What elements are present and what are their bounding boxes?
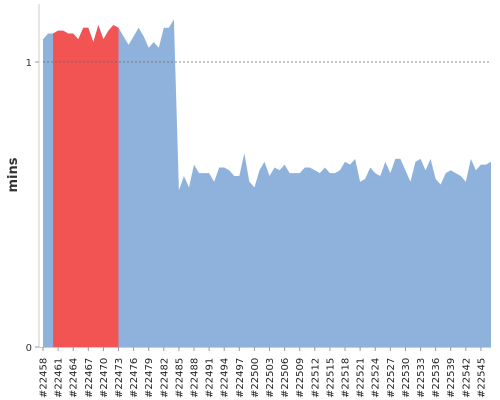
x-tick-label: #22509 [295, 358, 306, 398]
x-tick-label: #22521 [356, 358, 367, 398]
x-tick-label: #22458 [39, 358, 50, 398]
x-tick-label: #22494 [220, 358, 231, 398]
x-tick-label: #22512 [310, 358, 321, 398]
plot-area [43, 19, 491, 347]
x-tick-label: #22482 [159, 358, 170, 398]
x-tick-label: #22479 [144, 358, 155, 398]
x-tick-label: #22539 [446, 358, 457, 398]
y-axis-label: mins [6, 157, 21, 192]
x-tick-label: #22536 [431, 358, 442, 398]
x-tick-label: #22473 [114, 358, 125, 398]
highlighted-range-area [53, 24, 119, 347]
x-tick-label: #22542 [461, 358, 472, 398]
x-tick-label: #22476 [129, 358, 140, 398]
x-tick-label: #22545 [476, 358, 487, 398]
x-tick-label: #22488 [190, 358, 201, 398]
x-tick-label: #22530 [401, 358, 412, 398]
y-tick-label: 0 [26, 343, 32, 354]
x-tick-label: #22461 [54, 358, 65, 398]
x-tick-label: #22485 [174, 358, 185, 398]
x-tick-label: #22497 [235, 358, 246, 398]
series-area-build-duration [43, 19, 491, 347]
x-tick-label: #22515 [325, 358, 336, 398]
x-tick-label: #22524 [371, 358, 382, 398]
y-tick-label: 1 [26, 58, 32, 69]
x-tick-label: #22527 [386, 358, 397, 398]
x-tick-label: #22464 [69, 358, 80, 398]
x-tick-label: #22518 [341, 358, 352, 398]
x-tick-label: #22506 [280, 358, 291, 398]
x-tick-label: #22533 [416, 358, 427, 398]
x-tick-label: #22503 [265, 358, 276, 398]
x-tick-label: #22467 [84, 358, 95, 398]
x-tick-label: #22500 [250, 358, 261, 398]
x-tick-label: #22491 [205, 358, 216, 398]
axes: 0 1 #22458 #22461 #22464 #22467 #22470 #22473 #2… [26, 4, 491, 398]
x-tick-label: #22470 [99, 358, 110, 398]
